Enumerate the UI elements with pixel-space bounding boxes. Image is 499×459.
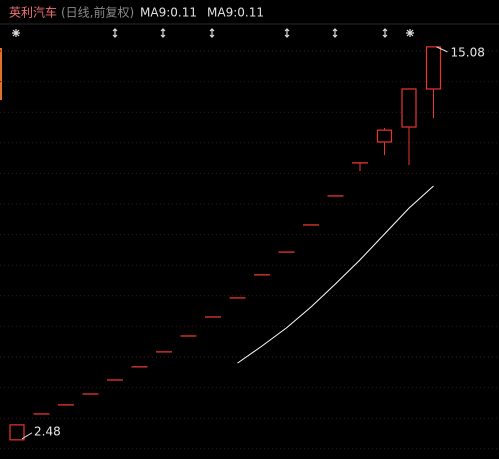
candle-body	[9, 424, 25, 441]
indicator-label: MA9:0.11	[207, 6, 264, 20]
star-marker	[12, 29, 20, 37]
chart-title: 英利汽车	[9, 5, 57, 20]
ma-line	[237, 185, 434, 364]
high-pointer	[436, 46, 448, 53]
indicator-label: MA9:0.11	[140, 6, 197, 20]
chart-subtitle: (日线,前复权)	[61, 5, 134, 20]
low-pointer	[21, 432, 33, 440]
candle-body	[376, 129, 393, 143]
candle-body	[401, 88, 417, 128]
arrow-marker	[112, 28, 118, 38]
high-label: 15.08	[451, 45, 485, 59]
event-markers	[12, 28, 414, 38]
arrow-marker	[382, 28, 388, 38]
star-marker	[406, 29, 414, 37]
candle-body	[425, 46, 442, 90]
low-label: 2.48	[34, 424, 61, 438]
arrow-marker	[284, 28, 290, 38]
arrow-marker	[209, 28, 215, 38]
arrow-marker	[160, 28, 166, 38]
arrow-marker	[332, 28, 338, 38]
